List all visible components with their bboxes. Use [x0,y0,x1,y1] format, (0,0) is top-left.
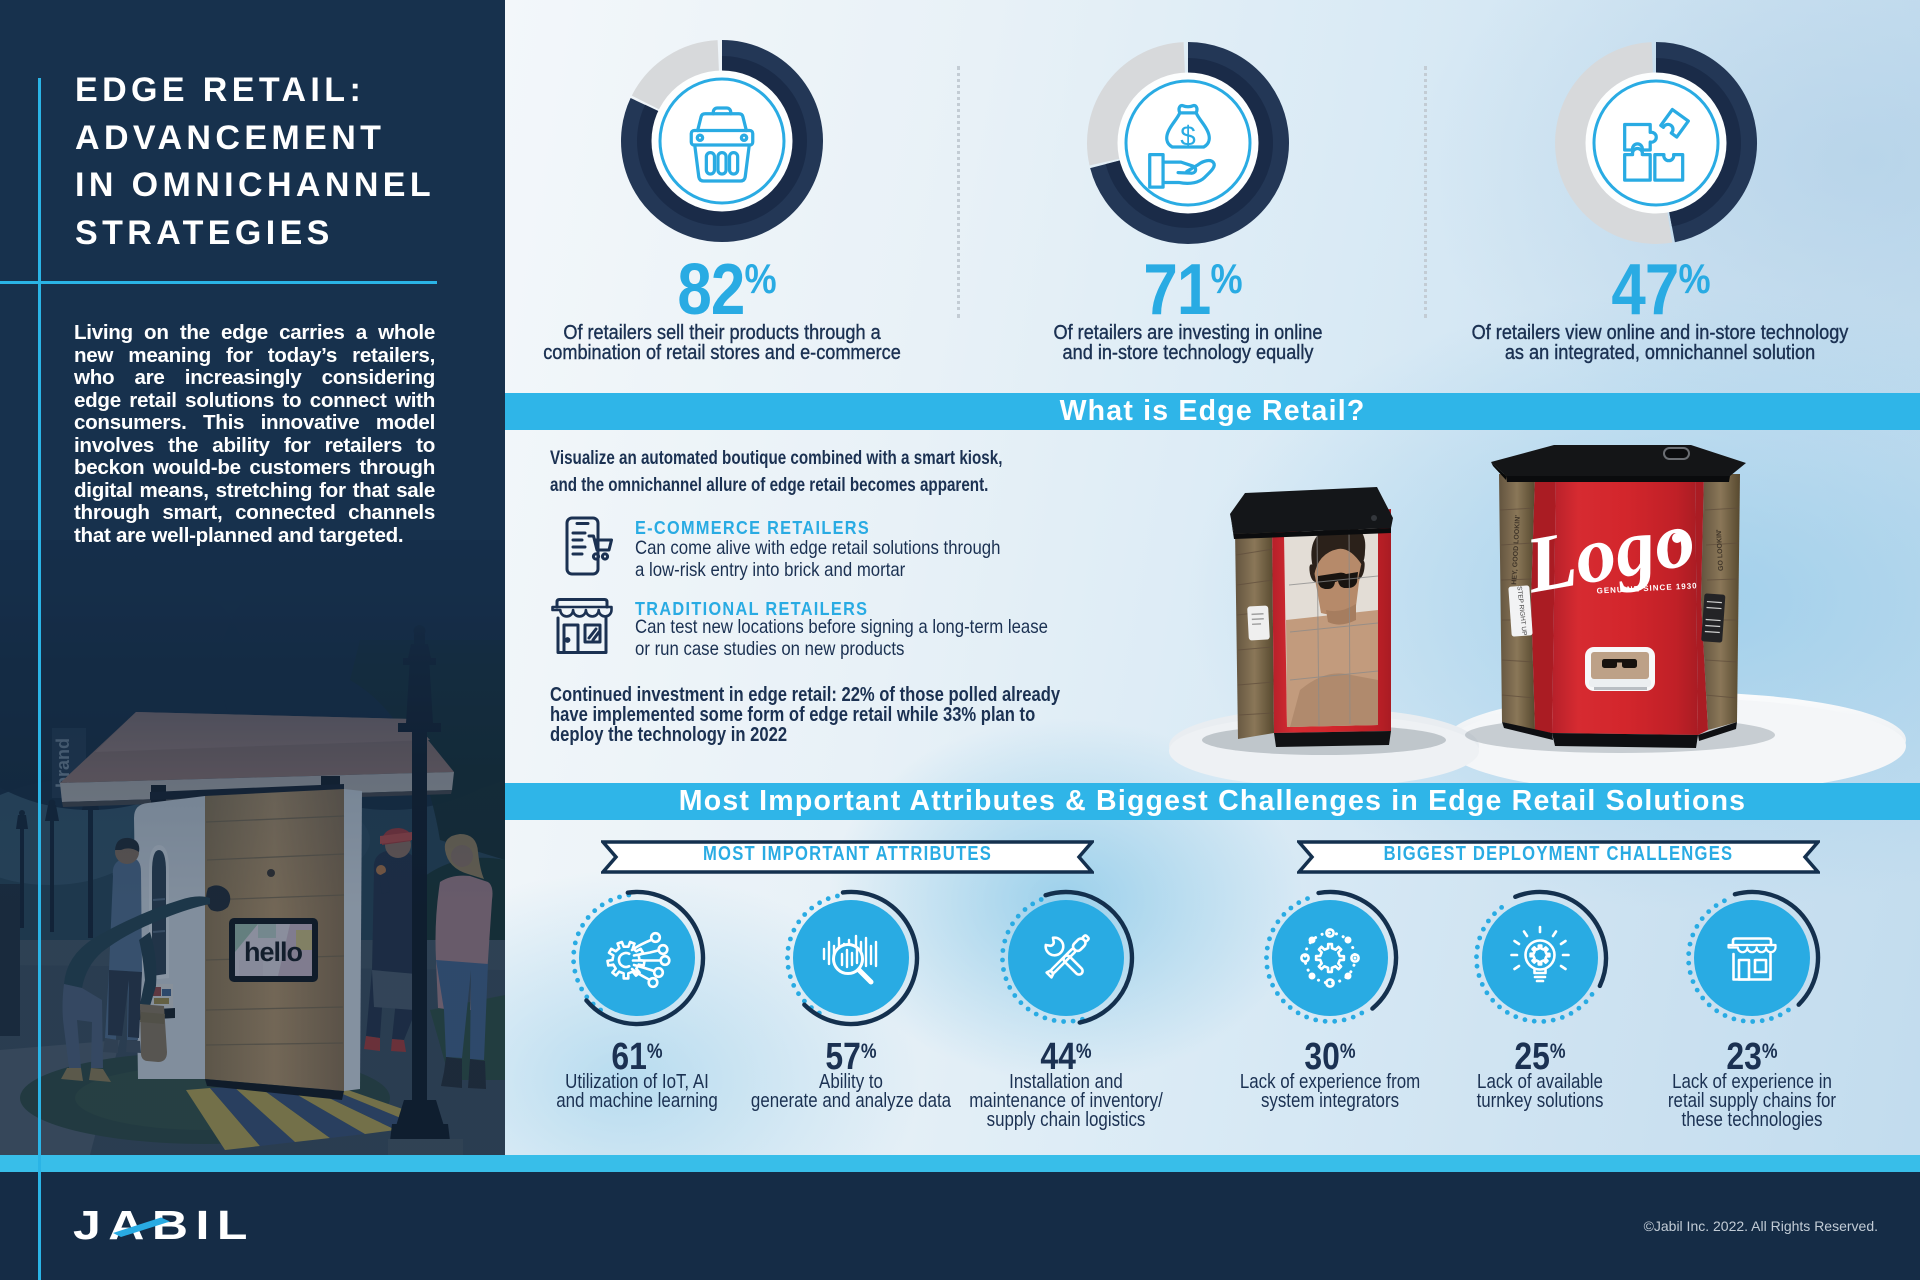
svg-text:JABIL: JABIL [73,1206,252,1248]
svg-text:$: $ [1180,121,1196,152]
svg-text:HEY, GOOD LOOKIN': HEY, GOOD LOOKIN' [1511,515,1522,585]
svg-text:GO LOOKIN': GO LOOKIN' [1716,529,1725,571]
